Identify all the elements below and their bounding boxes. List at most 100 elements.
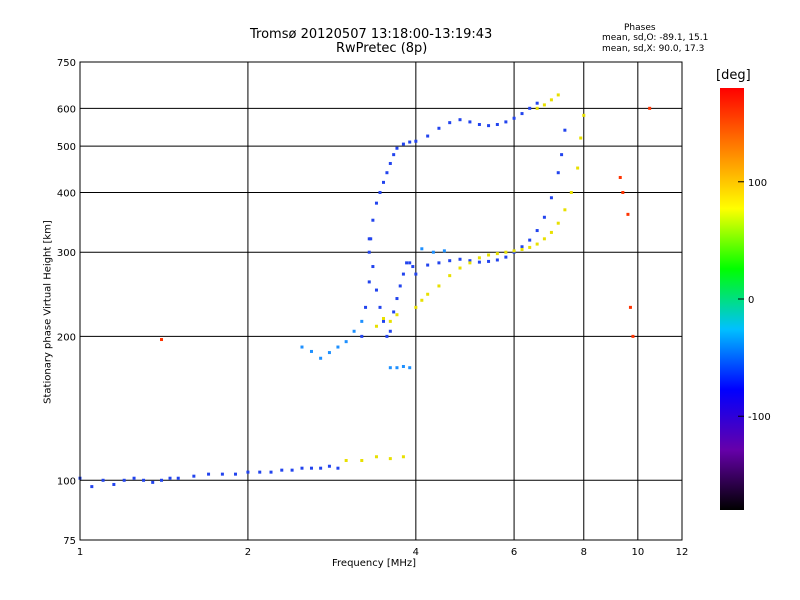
data-point <box>556 93 560 97</box>
data-point <box>319 466 323 470</box>
data-point <box>420 247 424 251</box>
data-point <box>542 215 546 219</box>
data-point <box>563 208 567 212</box>
data-point <box>411 265 415 269</box>
data-point <box>582 113 586 117</box>
data-point <box>336 345 340 349</box>
data-point <box>431 250 435 254</box>
data-point <box>504 250 508 254</box>
data-point <box>378 190 382 194</box>
data-point <box>388 329 392 333</box>
data-point <box>569 190 573 194</box>
data-point <box>420 298 424 302</box>
data-point <box>468 120 472 124</box>
data-point <box>648 106 652 110</box>
data-point <box>395 313 399 317</box>
phases-x-stats: mean, sd,X: 90.0, 17.3 <box>602 44 705 54</box>
data-point <box>408 261 412 265</box>
data-point <box>535 229 539 233</box>
data-point <box>401 455 405 459</box>
data-point <box>360 458 364 462</box>
data-point <box>563 128 567 132</box>
data-point <box>618 175 622 179</box>
x-axis-ticks: 1 2 4 6 8 10 12 <box>77 547 689 558</box>
data-points <box>78 93 652 489</box>
data-point <box>458 118 462 122</box>
y-tick-label: 100 <box>57 476 76 487</box>
data-point <box>448 121 452 125</box>
data-point <box>160 338 164 342</box>
chart-title: Tromsø 20120507 13:18:00-13:19:43 <box>250 27 493 42</box>
x-tick-label: 6 <box>511 547 517 558</box>
x-tick-label: 2 <box>245 547 251 558</box>
data-point <box>408 140 412 144</box>
data-point <box>392 153 396 157</box>
data-point <box>176 476 180 480</box>
data-point <box>468 259 472 263</box>
data-point <box>437 261 441 265</box>
data-point <box>398 284 402 288</box>
data-point <box>520 112 524 116</box>
data-point <box>360 334 364 338</box>
data-point <box>549 98 553 102</box>
data-point <box>392 310 396 314</box>
x-tick-label: 4 <box>413 547 419 558</box>
data-point <box>220 472 224 476</box>
data-point <box>535 106 539 110</box>
data-point <box>233 472 237 476</box>
data-point <box>468 261 472 265</box>
data-point <box>151 480 155 484</box>
data-point <box>628 305 632 309</box>
data-point <box>549 196 553 200</box>
data-point <box>542 103 546 107</box>
data-point <box>309 349 313 353</box>
x-axis-label: Frequency [MHz] <box>332 558 417 569</box>
data-point <box>549 230 553 234</box>
data-point <box>477 260 481 264</box>
data-point <box>520 247 524 251</box>
colorbar-tick-label: 100 <box>748 178 767 189</box>
data-point <box>395 297 399 301</box>
data-point <box>477 256 481 260</box>
data-point <box>401 272 405 276</box>
data-point <box>504 120 508 124</box>
data-point <box>388 319 392 323</box>
data-point <box>405 261 409 265</box>
data-point <box>448 274 452 278</box>
data-point <box>579 136 583 140</box>
data-point <box>442 249 446 253</box>
data-point <box>290 468 294 472</box>
data-point <box>448 259 452 263</box>
grid <box>80 62 682 540</box>
data-point <box>207 472 211 476</box>
x-tick-label: 8 <box>581 547 587 558</box>
data-point <box>385 171 389 175</box>
colorbar-ticks: 100 0 -100 <box>738 178 771 423</box>
data-point <box>101 478 105 482</box>
plot-frame <box>79 61 683 541</box>
y-tick-label: 500 <box>57 142 76 153</box>
data-point <box>631 334 635 338</box>
data-point <box>374 288 378 292</box>
data-point <box>246 470 250 474</box>
data-point <box>388 366 392 370</box>
data-point <box>388 457 392 461</box>
data-point <box>327 464 331 468</box>
data-point <box>487 253 491 257</box>
data-point <box>426 292 430 296</box>
data-point <box>258 470 262 474</box>
data-point <box>495 258 499 262</box>
data-point <box>512 249 516 253</box>
data-point <box>192 474 196 478</box>
data-point <box>371 265 375 269</box>
data-point <box>142 478 146 482</box>
data-point <box>520 245 524 249</box>
data-point <box>371 218 375 222</box>
data-point <box>381 180 385 184</box>
data-point <box>560 153 564 157</box>
data-point <box>401 142 405 146</box>
colorbar-tick-label: -100 <box>748 412 771 423</box>
data-point <box>300 345 304 349</box>
data-point <box>132 476 136 480</box>
